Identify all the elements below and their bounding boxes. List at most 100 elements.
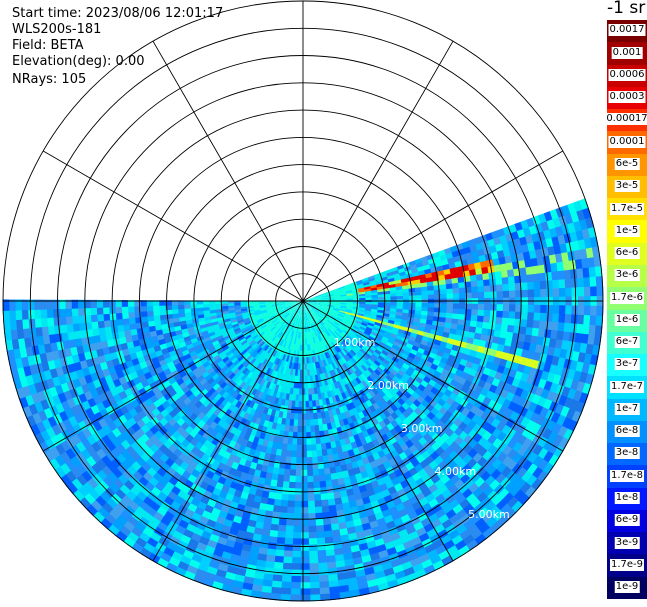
data-cell bbox=[283, 321, 289, 328]
data-cell bbox=[474, 327, 483, 335]
data-cell bbox=[287, 308, 294, 314]
data-cell bbox=[556, 261, 565, 273]
data-cell bbox=[279, 455, 287, 463]
data-cell bbox=[364, 407, 373, 416]
data-cell bbox=[317, 312, 323, 318]
data-cell bbox=[304, 313, 307, 320]
data-cell bbox=[72, 322, 80, 332]
data-cell bbox=[489, 245, 498, 255]
data-cell bbox=[364, 414, 372, 424]
data-cell bbox=[218, 324, 227, 330]
data-cell bbox=[525, 327, 534, 337]
data-cell bbox=[576, 314, 585, 326]
data-cell bbox=[370, 313, 378, 318]
data-cell bbox=[270, 473, 279, 481]
data-cell bbox=[490, 342, 499, 352]
data-cell bbox=[318, 319, 324, 326]
data-cell bbox=[321, 455, 329, 463]
data-cell bbox=[237, 321, 245, 326]
data-cell bbox=[360, 364, 368, 372]
data-cell bbox=[65, 354, 74, 366]
data-cell bbox=[210, 337, 218, 344]
data-cell bbox=[390, 293, 398, 298]
data-cell bbox=[290, 569, 301, 577]
data-cell bbox=[551, 271, 559, 282]
data-cell bbox=[308, 369, 313, 377]
data-cell bbox=[256, 553, 267, 562]
data-cell bbox=[249, 318, 257, 323]
data-cell bbox=[281, 360, 287, 368]
data-cell bbox=[292, 350, 296, 358]
data-cell bbox=[303, 319, 305, 327]
data-cell bbox=[310, 324, 314, 332]
data-cell bbox=[309, 299, 316, 301]
data-cell bbox=[300, 507, 309, 514]
data-cell bbox=[265, 301, 272, 304]
data-cell bbox=[351, 407, 359, 416]
data-cell bbox=[537, 328, 546, 339]
data-cell bbox=[246, 557, 258, 567]
data-cell bbox=[271, 304, 279, 307]
data-cell bbox=[280, 346, 285, 354]
data-cell bbox=[315, 348, 320, 356]
data-cell bbox=[234, 306, 242, 311]
data-cell bbox=[242, 317, 250, 322]
data-cell bbox=[306, 494, 315, 502]
data-cell bbox=[242, 411, 250, 421]
data-cell bbox=[315, 296, 322, 299]
data-cell bbox=[264, 337, 271, 345]
data-cell bbox=[301, 419, 307, 427]
data-cell bbox=[340, 298, 348, 301]
data-cell bbox=[252, 527, 263, 536]
data-cell bbox=[184, 425, 194, 435]
data-cell bbox=[312, 309, 318, 315]
data-cell bbox=[253, 326, 261, 332]
data-cell bbox=[506, 269, 515, 279]
data-cell bbox=[283, 320, 289, 327]
data-cell bbox=[201, 577, 215, 588]
data-cell bbox=[310, 324, 315, 332]
data-cell bbox=[236, 378, 244, 387]
data-cell bbox=[183, 304, 191, 309]
data-cell bbox=[291, 324, 295, 331]
data-cell bbox=[291, 444, 297, 452]
data-cell bbox=[520, 349, 530, 360]
data-cell bbox=[348, 342, 356, 349]
data-cell bbox=[60, 331, 69, 342]
data-cell bbox=[273, 328, 279, 335]
data-cell bbox=[337, 344, 344, 352]
data-cell bbox=[326, 290, 334, 294]
data-cell bbox=[363, 283, 371, 288]
data-cell bbox=[262, 516, 273, 525]
data-cell bbox=[387, 338, 395, 346]
data-cell bbox=[416, 361, 426, 370]
data-cell bbox=[322, 324, 329, 331]
data-cell bbox=[313, 342, 318, 350]
data-cell bbox=[367, 275, 375, 280]
data-cell bbox=[571, 305, 579, 317]
data-cell bbox=[362, 344, 370, 351]
data-cell bbox=[290, 302, 297, 304]
data-cell bbox=[307, 319, 311, 326]
data-cell bbox=[285, 519, 294, 527]
data-cell bbox=[310, 310, 316, 317]
data-cell bbox=[348, 474, 357, 483]
data-cell bbox=[341, 470, 350, 479]
data-cell bbox=[221, 356, 230, 363]
data-cell bbox=[289, 575, 301, 583]
data-cell bbox=[240, 543, 252, 553]
data-cell bbox=[225, 339, 233, 346]
data-cell bbox=[71, 307, 79, 317]
data-cell bbox=[224, 320, 232, 326]
data-cell bbox=[121, 305, 129, 314]
data-cell bbox=[247, 356, 255, 364]
data-cell bbox=[283, 537, 294, 545]
data-cell bbox=[184, 311, 192, 317]
data-cell bbox=[582, 267, 591, 280]
data-cell bbox=[351, 556, 363, 566]
data-cell bbox=[328, 377, 334, 385]
data-cell bbox=[282, 367, 287, 375]
data-cell bbox=[300, 350, 303, 358]
data-cell bbox=[362, 394, 370, 403]
data-cell bbox=[267, 323, 274, 329]
